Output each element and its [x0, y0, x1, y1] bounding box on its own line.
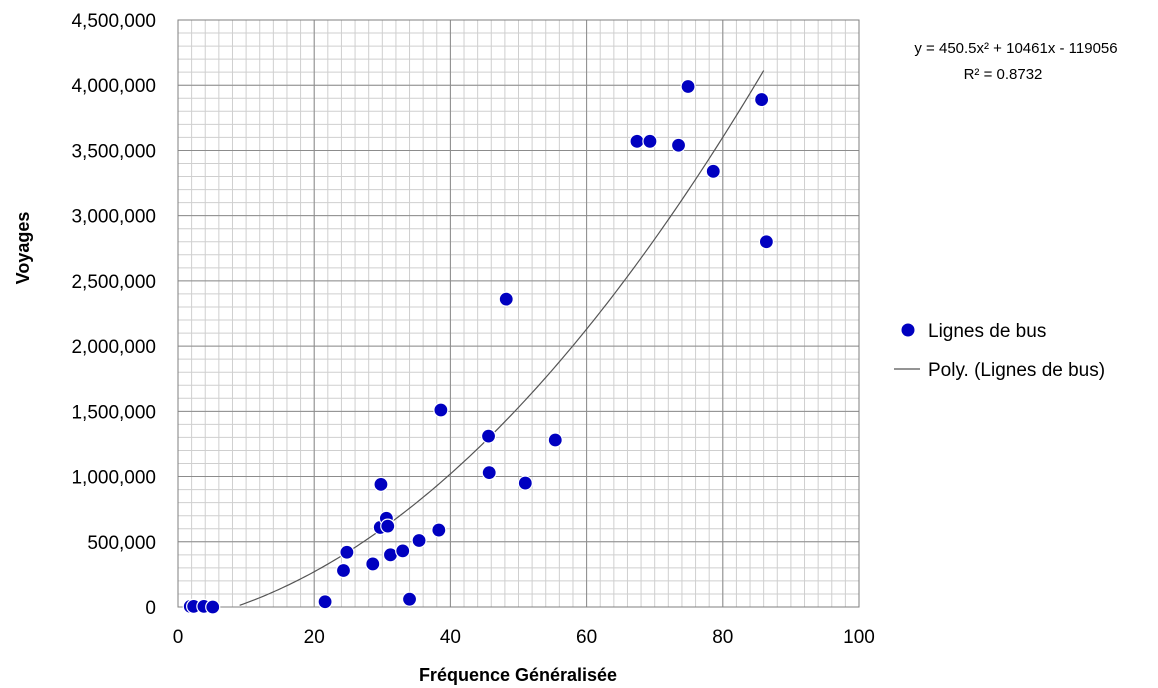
y-tick-label: 2,000,000: [71, 337, 156, 358]
data-point: [670, 137, 687, 153]
data-point: [480, 428, 497, 444]
data-point: [754, 91, 770, 108]
legend-label-scatter: Lignes de bus: [928, 321, 1046, 342]
data-point: [335, 562, 352, 579]
legend: Lignes de bus Poly. (Lignes de bus): [894, 321, 1105, 381]
data-point: [517, 475, 533, 491]
data-point: [680, 78, 696, 95]
y-tick-label: 4,000,000: [71, 76, 156, 97]
x-tick-label: 20: [304, 627, 325, 648]
data-point: [481, 465, 497, 481]
data-point: [411, 532, 427, 549]
legend-marker-scatter: [900, 322, 916, 338]
x-tick-label: 40: [440, 627, 461, 648]
data-point: [373, 476, 389, 492]
data-point: [205, 599, 221, 615]
y-tick-label: 3,500,000: [71, 141, 156, 162]
data-point: [758, 234, 774, 250]
y-tick-label: 0: [145, 598, 156, 619]
legend-label-trendline: Poly. (Lignes de bus): [928, 360, 1105, 381]
plot-area-frame: [177, 19, 860, 608]
data-point: [380, 518, 396, 534]
y-tick-label: 1,000,000: [71, 468, 156, 489]
y-axis-title: Voyages: [13, 212, 33, 285]
y-tick-label: 2,500,000: [71, 272, 156, 293]
y-tick-label: 1,500,000: [71, 402, 156, 423]
data-point: [339, 544, 355, 560]
trendline-curve: [239, 70, 765, 606]
x-tick-label: 100: [843, 627, 875, 648]
y-tick-label: 500,000: [87, 533, 156, 554]
data-point: [365, 556, 381, 572]
data-point: [629, 133, 645, 149]
y-tick-label: 3,000,000: [71, 207, 156, 228]
data-point: [401, 591, 418, 607]
x-tick-label: 80: [712, 627, 733, 648]
data-point: [547, 432, 563, 448]
x-tick-label: 60: [576, 627, 597, 648]
minor-gridlines: [177, 19, 860, 608]
data-point: [642, 133, 658, 149]
data-point: [431, 522, 447, 538]
data-point: [498, 291, 514, 307]
x-axis-title: Fréquence Généralisée: [419, 665, 617, 685]
data-points: [182, 78, 774, 615]
x-axis-tick-labels: 0 20 40 60 80 100: [173, 627, 875, 648]
trendline-equation: y = 450.5x² + 10461x - 119056: [914, 40, 1117, 57]
y-axis-tick-labels: 0 500,000 1,000,000 1,500,000 2,000,000 2,500…: [71, 11, 156, 619]
x-tick-label: 0: [173, 627, 184, 648]
trendline-r-squared: R² = 0.8732: [964, 66, 1043, 83]
data-point: [433, 402, 449, 418]
data-point: [705, 163, 721, 179]
y-tick-label: 4,500,000: [71, 11, 156, 32]
data-point: [395, 543, 411, 559]
data-point: [317, 594, 333, 610]
